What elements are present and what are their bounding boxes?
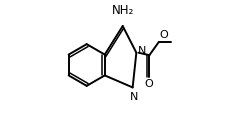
Text: NH₂: NH₂ [112, 4, 134, 17]
Text: N: N [138, 46, 147, 56]
Text: N: N [130, 92, 138, 102]
Text: O: O [144, 79, 153, 89]
Text: O: O [159, 30, 168, 40]
